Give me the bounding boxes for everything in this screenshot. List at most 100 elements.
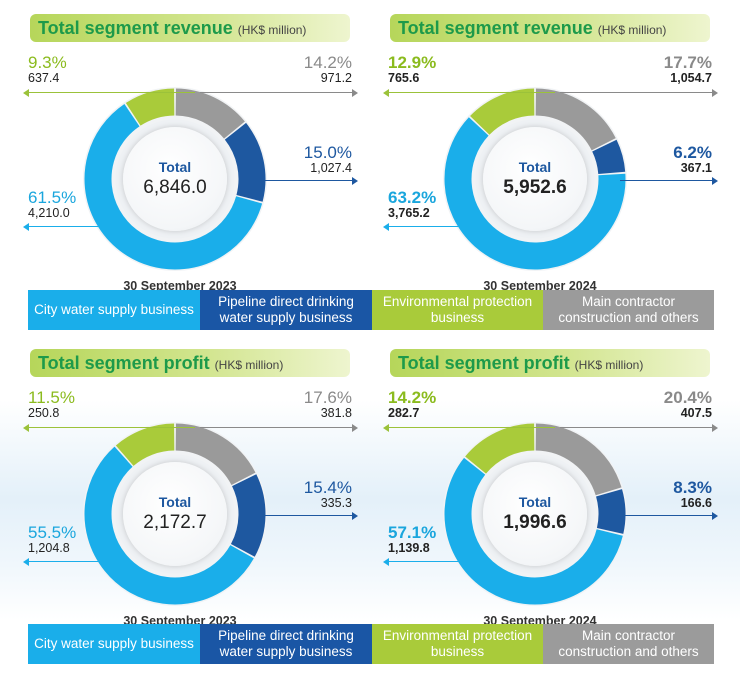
chart-unit: (HK$ million) [214,358,284,372]
chart-unit: (HK$ million) [237,23,307,37]
segment-value: 1,054.7 [670,70,712,85]
segment-label-pipeline: 8.3% 166.6 [673,479,712,510]
segment-percent: 15.4% [303,478,352,497]
donut-center: Total 2,172.7 [123,462,227,566]
segment-leader-line [200,92,352,93]
legend-city-water: City water supply business [28,624,200,664]
total-label: Total [158,159,192,175]
segment-leader-line [28,427,195,428]
arrowhead-icon [383,557,389,566]
arrowhead-icon [23,222,29,231]
arrowhead-icon [352,88,358,97]
segment-value: 765.6 [388,70,420,85]
profit-2024-panel: Total segment profit (HK$ million) Total 1,… [360,349,720,639]
legend-pipeline: Pipeline direct drinking water supply bu… [200,290,372,330]
legend-pipeline: Pipeline direct drinking water supply bu… [200,624,372,664]
segment-value: 1,139.8 [388,540,430,555]
donut-slice-environmental [84,88,266,270]
segment-percent: 14.2% [388,388,437,407]
arrowhead-icon [352,176,358,185]
segment-percent: 12.9% [388,53,437,72]
legend-pipeline-label: Pipeline direct drinking water supply bu… [218,628,354,659]
donut-center: Total 1,996.6 [483,462,587,566]
segment-value: 166.6 [680,495,712,510]
segment-percent: 9.3% [28,53,67,72]
segment-label-environmental: 14.2% 282.7 [388,389,436,420]
segment-value: 407.5 [680,405,712,420]
chart-title-banner: Total segment profit (HK$ million) [30,349,350,377]
segment-percent: 8.3% [673,478,712,497]
segment-value: 971.2 [320,70,352,85]
donut-slice-main-contractor [444,88,626,270]
legend-main-contractor-label: Main contractor construction and others [558,294,699,325]
chart-title-banner: Total segment revenue (HK$ million) [30,14,350,42]
segment-percent: 20.4% [663,388,712,407]
arrowhead-icon [23,557,29,566]
donut-slice-city-water [444,88,626,270]
arrowhead-icon [383,222,389,231]
segment-leader-line [28,92,195,93]
segment-percent: 55.5% [28,523,77,542]
segment-leader-line [28,226,130,227]
legend-city-water-label: City water supply business [34,636,194,651]
segment-value: 381.8 [320,405,352,420]
segment-label-environmental: 12.9% 765.6 [388,54,436,85]
donut-slice-pipeline [444,88,626,270]
segment-leader-line [388,226,490,227]
donut-slice-pipeline [84,88,266,270]
donut-slice-environmental [444,88,626,270]
chart-title: Total segment revenue [38,18,233,38]
segment-value: 335.3 [320,495,352,510]
total-label: Total [518,159,552,175]
arrowhead-icon [712,423,718,432]
revenue-2024-panel: Total segment revenue (HK$ million) Total 5… [360,14,720,304]
segment-value: 637.4 [28,70,60,85]
segment-value: 3,765.2 [388,205,430,220]
segment-label-city-water: 55.5% 1,204.8 [28,524,76,555]
segment-label-pipeline: 6.2% 367.1 [673,144,712,175]
chart-title: Total segment revenue [398,18,593,38]
chart-date: 30 September 2023 [123,279,237,293]
donut-center: Total 6,846.0 [123,127,227,231]
segment-leader-line [260,515,352,516]
legend-main-contractor-label: Main contractor construction and others [558,628,699,659]
legend-environmental: Environmental protection business [372,290,543,330]
donut-center: Total 5,952.6 [483,127,587,231]
segment-leader-line [560,427,712,428]
segment-label-main-contractor: 14.2% 971.2 [304,54,352,85]
segment-percent: 6.2% [673,143,712,162]
segment-leader-line [260,180,352,181]
segment-leader-line [560,92,712,93]
segment-label-main-contractor: 17.7% 1,054.7 [664,54,712,85]
segment-leader-line [388,92,555,93]
segment-leader-line [388,561,490,562]
total-value: 6,846.0 [143,177,207,198]
chart-date: 30 September 2024 [483,279,597,293]
legend-city-water-label: City water supply business [34,302,194,317]
segment-leader-line [620,180,712,181]
legend-environmental-label: Environmental protection business [382,294,533,325]
chart-unit: (HK$ million) [597,23,667,37]
segment-percent: 11.5% [28,388,75,407]
legend-main-contractor: Main contractor construction and others [543,624,714,664]
arrowhead-icon [352,511,358,520]
legend-bottom: City water supply business Pipeline dire… [28,624,714,664]
total-label: Total [518,494,552,510]
segment-value: 1,204.8 [28,540,70,555]
segment-percent: 57.1% [388,523,437,542]
legend-pipeline-label: Pipeline direct drinking water supply bu… [218,294,354,325]
total-value: 1,996.6 [503,512,567,533]
arrowhead-icon [352,423,358,432]
segment-percent: 61.5% [28,188,77,207]
segment-leader-line [620,515,712,516]
segment-percent: 15.0% [303,143,352,162]
donut-slice-environmental [444,423,626,605]
arrowhead-icon [23,423,29,432]
donut-slice-pipeline [84,423,266,605]
chart-title-banner: Total segment revenue (HK$ million) [390,14,710,42]
segment-percent: 63.2% [388,188,437,207]
segment-label-environmental: 11.5% 250.8 [28,389,75,420]
total-label: Total [158,494,192,510]
segment-value: 367.1 [680,160,712,175]
arrowhead-icon [383,423,389,432]
